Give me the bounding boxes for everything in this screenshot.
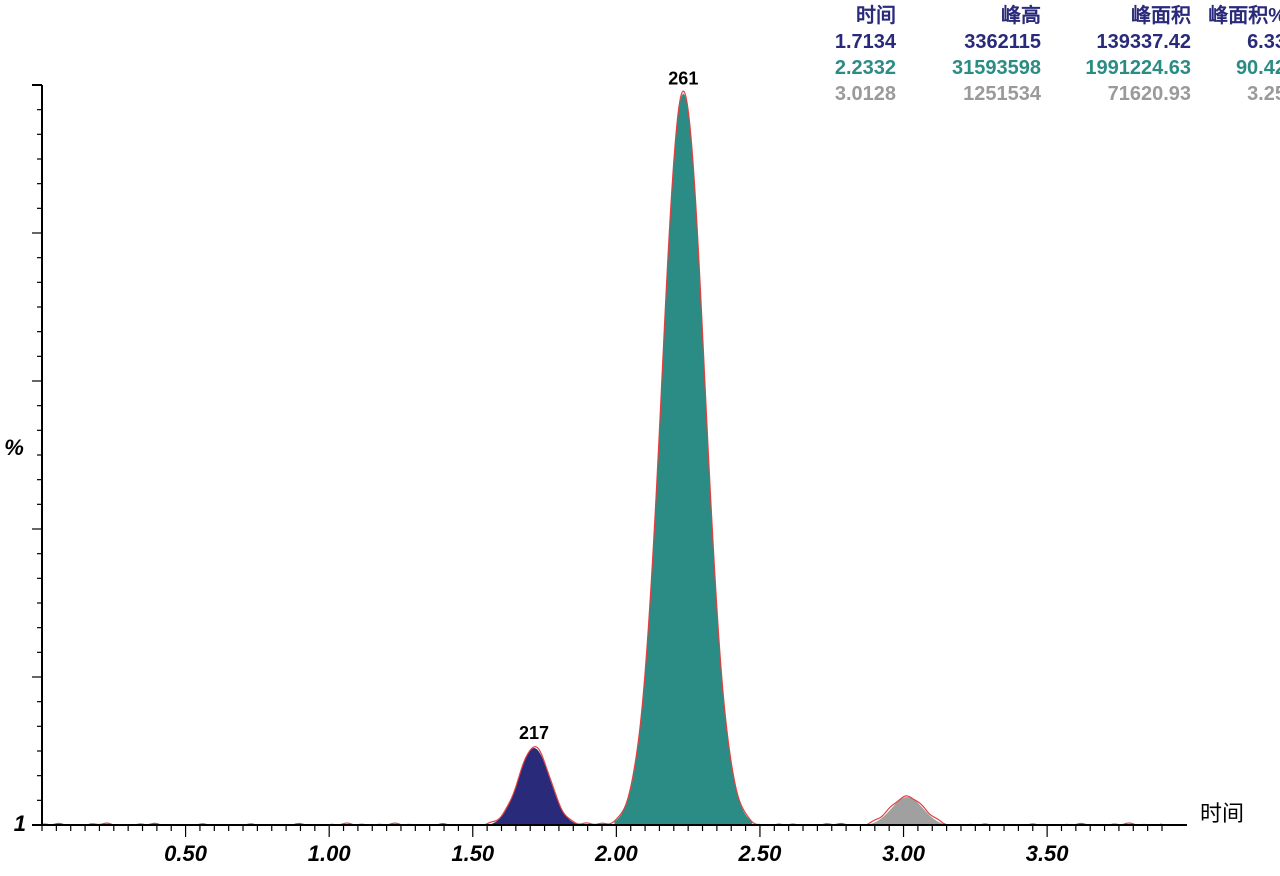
table-cell: 3.0128: [835, 83, 896, 105]
x-tick-label: 2.50: [738, 841, 783, 866]
table-cell: 1.7134: [835, 31, 897, 53]
peak-label: 217: [519, 723, 549, 743]
y-baseline-label: 1: [14, 811, 26, 836]
x-tick-label: 1.50: [451, 841, 495, 866]
x-tick-label: 3.00: [882, 841, 926, 866]
x-tick-label: 2.00: [594, 841, 639, 866]
table-header: 时间: [856, 4, 896, 27]
table-cell: 90.42: [1236, 57, 1280, 79]
chromatogram-chart: 2172610.501.001.502.002.503.003.50%1时间时间…: [0, 0, 1280, 876]
x-tick-label: 1.00: [308, 841, 352, 866]
table-cell: 139337.42: [1096, 31, 1191, 53]
table-cell: 31593598: [952, 57, 1041, 79]
table-cell: 6.33: [1247, 31, 1280, 53]
x-tick-label: 3.50: [1026, 841, 1070, 866]
table-cell: 1991224.63: [1085, 57, 1191, 79]
table-cell: 3.25: [1247, 83, 1280, 105]
table-cell: 3362115: [964, 31, 1041, 53]
table-cell: 2.2332: [835, 57, 896, 79]
table-header: 峰面积%: [1208, 3, 1280, 27]
x-axis-label: 时间: [1200, 801, 1244, 826]
x-tick-label: 0.50: [164, 841, 208, 866]
table-cell: 71620.93: [1108, 83, 1191, 105]
peak-label: 261: [668, 68, 698, 88]
table-cell: 1251534: [963, 83, 1042, 105]
table-header: 峰高: [1001, 3, 1041, 27]
table-header: 峰面积: [1131, 3, 1191, 27]
y-axis-label: %: [4, 435, 24, 460]
